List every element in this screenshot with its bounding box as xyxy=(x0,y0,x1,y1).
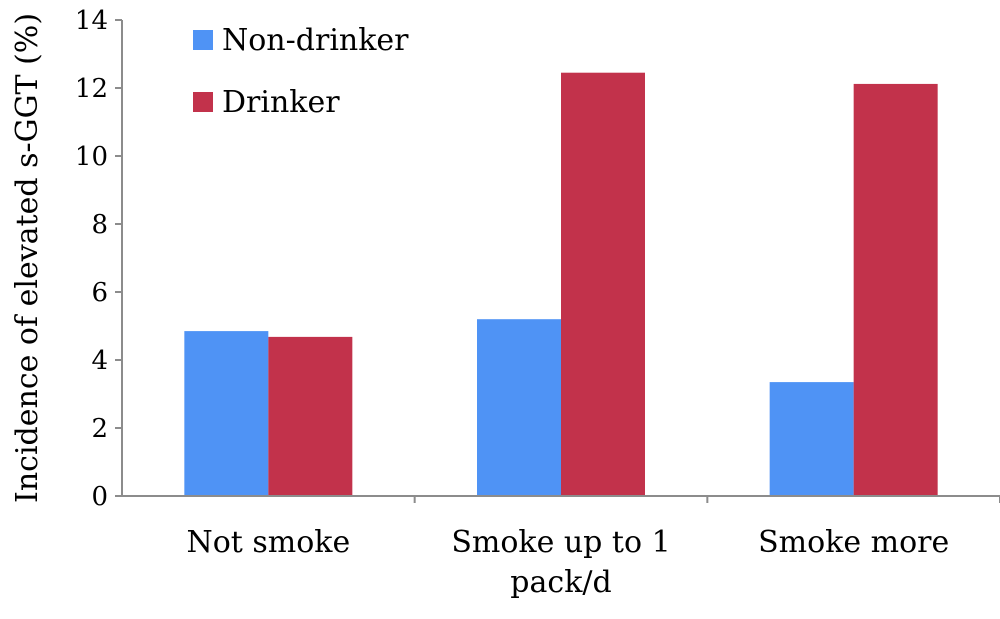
y-tick-label: 14 xyxy=(75,6,108,36)
legend-label: Non-drinker xyxy=(222,23,409,58)
y-tick-label: 10 xyxy=(75,142,108,172)
legend-label: Drinker xyxy=(222,85,340,120)
x-labels-group: Not smoke Smoke up to 1 pack/d Smoke more xyxy=(186,496,1000,600)
bar-drinker-1 xyxy=(561,72,645,496)
axes-group xyxy=(121,20,1000,497)
y-ticks-group: 0 2 4 6 8 10 12 14 xyxy=(75,6,122,512)
x-category-label: Smoke up to 1 pack/d xyxy=(451,525,670,600)
bar-non-drinker-2 xyxy=(769,382,854,496)
bar-drinker-2 xyxy=(853,83,938,497)
y-tick-label: 8 xyxy=(91,210,108,240)
bar-non-drinker-1 xyxy=(477,319,561,496)
y-tick-label: 0 xyxy=(91,482,108,512)
y-tick-label: 6 xyxy=(91,278,108,308)
y-axis-title: Incidence of elevated s-GGT (%) xyxy=(10,13,45,503)
legend-swatch xyxy=(193,30,213,50)
x-category-label: Smoke more xyxy=(758,525,949,560)
bars-group xyxy=(184,72,938,497)
legend: Non-drinker Drinker xyxy=(193,23,409,120)
y-tick-label: 4 xyxy=(91,346,108,376)
y-tick-label: 2 xyxy=(91,414,108,444)
x-category-label: Not smoke xyxy=(186,525,350,560)
legend-swatch xyxy=(193,92,213,112)
y-tick-label: 12 xyxy=(75,74,108,104)
bar-drinker-0 xyxy=(268,336,353,496)
bar-non-drinker-0 xyxy=(184,331,269,496)
